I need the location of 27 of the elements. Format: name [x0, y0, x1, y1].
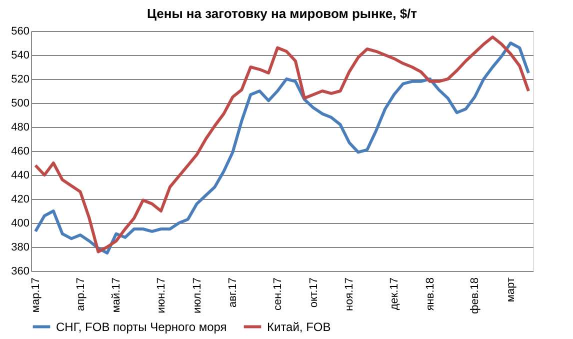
x-tick-label: авг.17: [227, 278, 240, 308]
legend-label: Китай, FOB: [267, 320, 331, 334]
x-tick-label: апр.17: [74, 278, 87, 311]
x-tick-label: май.17: [110, 278, 123, 313]
y-tick-label: 480: [11, 122, 30, 134]
y-tick-label: 500: [11, 98, 30, 110]
y-tick-label: 520: [11, 74, 30, 86]
y-tick-label: 560: [11, 26, 30, 38]
y-tick-label: 460: [11, 146, 30, 158]
legend-label: СНГ, FOB порты Черного моря: [56, 320, 227, 334]
y-tick-label: 360: [11, 266, 30, 278]
x-tick-label: окт.17: [308, 278, 320, 308]
chart-title: Цены на заготовку на мировом рынке, $/т: [146, 6, 418, 21]
x-tick-label: дек.17: [388, 278, 401, 310]
x-tick-label: июн.17: [155, 278, 168, 314]
y-tick-label: 380: [11, 242, 30, 254]
x-tick-label: мар.17: [30, 278, 42, 313]
x-tick-label: фев.18: [469, 278, 482, 314]
x-tick-label: янв.18: [424, 278, 436, 311]
x-tick-label: сен.17: [272, 278, 284, 310]
x-tick-label: март: [505, 278, 518, 302]
x-tick-label: июл.17: [191, 278, 204, 314]
y-tick-label: 540: [11, 50, 30, 62]
y-tick-label: 420: [11, 194, 30, 206]
y-tick-label: 400: [11, 218, 30, 230]
x-tick-label: ноя.17: [344, 278, 356, 311]
y-tick-label: 440: [11, 170, 30, 182]
